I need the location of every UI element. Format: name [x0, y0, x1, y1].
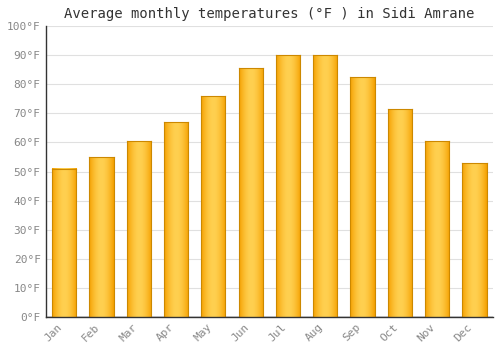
Title: Average monthly temperatures (°F ) in Sidi Amrane: Average monthly temperatures (°F ) in Si… — [64, 7, 474, 21]
